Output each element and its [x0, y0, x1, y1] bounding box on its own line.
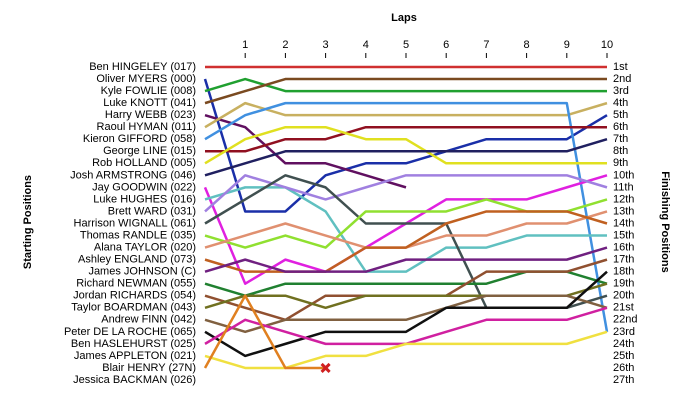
driver-label: Luke KNOTT (041) — [103, 97, 196, 109]
driver-line — [204, 101, 608, 129]
finish-label: 12th — [613, 193, 634, 205]
driver-label: Josh ARMSTRONG (046) — [70, 169, 196, 181]
driver-label: George LINE (015) — [103, 145, 196, 157]
finish-label: 13th — [613, 205, 634, 217]
finish-label: 21st — [613, 302, 634, 314]
retired-marker — [320, 362, 331, 374]
finish-label: 23rd — [613, 326, 635, 338]
driver-label: Kyle FOWLIE (008) — [101, 85, 196, 97]
x-tick-label: 2 — [282, 39, 288, 51]
driver-label: Jay GOODWIN (022) — [92, 181, 196, 193]
finish-label: 15th — [613, 229, 634, 241]
finish-label: 27th — [613, 374, 634, 386]
driver-line — [204, 101, 609, 333]
driver-line — [204, 270, 608, 358]
driver-line — [203, 294, 326, 370]
driver-label: Raoul HYMAN (011) — [97, 121, 196, 133]
driver-line — [205, 125, 607, 153]
driver-label: Thomas RANDLE (035) — [80, 229, 196, 241]
x-tick-label: 6 — [443, 39, 449, 51]
driver-line — [204, 77, 607, 105]
x-tick-label: 9 — [564, 39, 570, 51]
driver-label: Harrison WIGNALL (061) — [74, 217, 196, 229]
finish-label: 2nd — [613, 73, 631, 85]
driver-line — [204, 294, 608, 334]
driver-label: Rob HOLLAND (005) — [92, 157, 196, 169]
driver-label: Brett WARD (031) — [108, 205, 196, 217]
driver-label: James JOHNSON (C) — [88, 266, 196, 278]
finish-label: 25th — [613, 350, 634, 362]
driver-label: Oliver MYERS (000) — [96, 73, 196, 85]
finish-label: 11th — [613, 181, 634, 193]
finish-label: 19th — [613, 278, 634, 290]
y-axis-label: Starting Positions — [22, 175, 34, 269]
driver-line — [204, 246, 608, 273]
finish-label: 16th — [613, 241, 634, 253]
finish-label: 14th — [613, 217, 634, 229]
driver-line — [204, 210, 608, 273]
driver-label: Taylor BOARDMAN (043) — [71, 302, 196, 314]
driver-line — [204, 330, 608, 370]
finish-label: 22nd — [613, 314, 637, 326]
driver-label: Kieron GIFFORD (058) — [83, 133, 196, 145]
finish-label: 24th — [613, 338, 634, 350]
driver-label: James APPLETON (021) — [74, 350, 196, 362]
x-tick-label: 4 — [363, 39, 369, 51]
driver-label: Ashley ENGLAND (073) — [78, 254, 196, 266]
finish-label: 26th — [613, 362, 634, 374]
driver-line — [204, 186, 607, 273]
finish-label: 9th — [613, 157, 628, 169]
driver-line — [204, 125, 607, 165]
driver-line — [204, 77, 607, 93]
y2-axis-label: Finishing Positions — [659, 171, 671, 272]
driver-label: Alana TAYLOR (020) — [94, 241, 196, 253]
finish-label: 10th — [613, 169, 634, 181]
finish-label: 20th — [613, 290, 634, 302]
driver-line — [204, 113, 407, 189]
driver-label: Peter DE LA ROCHE (065) — [64, 326, 196, 338]
driver-label: Ben HASLEHURST (025) — [71, 338, 196, 350]
driver-label: Jordan RICHARDS (054) — [73, 290, 196, 302]
x-tick-label: 1 — [242, 39, 248, 51]
finish-label: 6th — [613, 121, 628, 133]
finish-label: 5th — [613, 109, 628, 121]
x-tick-label: 3 — [323, 39, 329, 51]
finish-label: 3rd — [613, 85, 629, 97]
driver-label: Blair HENRY (27N) — [102, 362, 196, 374]
driver-line — [204, 270, 608, 297]
driver-line — [204, 138, 608, 177]
x-tick-label: 8 — [524, 39, 530, 51]
driver-label: Andrew FINN (042) — [101, 314, 196, 326]
x-tick-label: 10 — [601, 39, 613, 51]
finish-label: 4th — [613, 97, 628, 109]
driver-label: Luke HUGHES (016) — [93, 193, 196, 205]
finish-label: 7th — [613, 133, 628, 145]
finish-label: 17th — [613, 254, 634, 266]
driver-label: Ben HINGELEY (017) — [89, 61, 196, 73]
driver-label: Harry WEBB (023) — [105, 109, 196, 121]
finish-label: 1st — [613, 61, 628, 73]
x-tick-label: 7 — [483, 39, 489, 51]
driver-label: Richard NEWMAN (055) — [76, 278, 196, 290]
x-axis-label: Laps — [391, 12, 417, 24]
finish-label: 8th — [613, 145, 628, 157]
driver-line — [203, 78, 608, 213]
driver-label: Jessica BACKMAN (026) — [73, 374, 196, 386]
finish-label: 18th — [613, 266, 634, 278]
x-tick-label: 5 — [403, 39, 409, 51]
